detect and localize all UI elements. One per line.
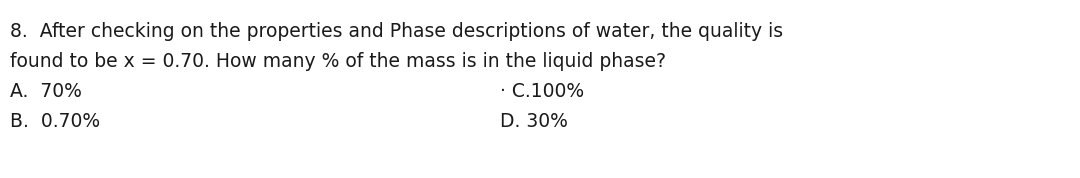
Text: · C.100%: · C.100% (500, 82, 584, 101)
Text: found to be x = 0.70. How many % of the mass is in the liquid phase?: found to be x = 0.70. How many % of the … (10, 52, 666, 71)
Text: A.  70%: A. 70% (10, 82, 82, 101)
Text: 8.  After checking on the properties and Phase descriptions of water, the qualit: 8. After checking on the properties and … (10, 22, 783, 41)
Text: B.  0.70%: B. 0.70% (10, 112, 100, 131)
Text: D. 30%: D. 30% (500, 112, 568, 131)
